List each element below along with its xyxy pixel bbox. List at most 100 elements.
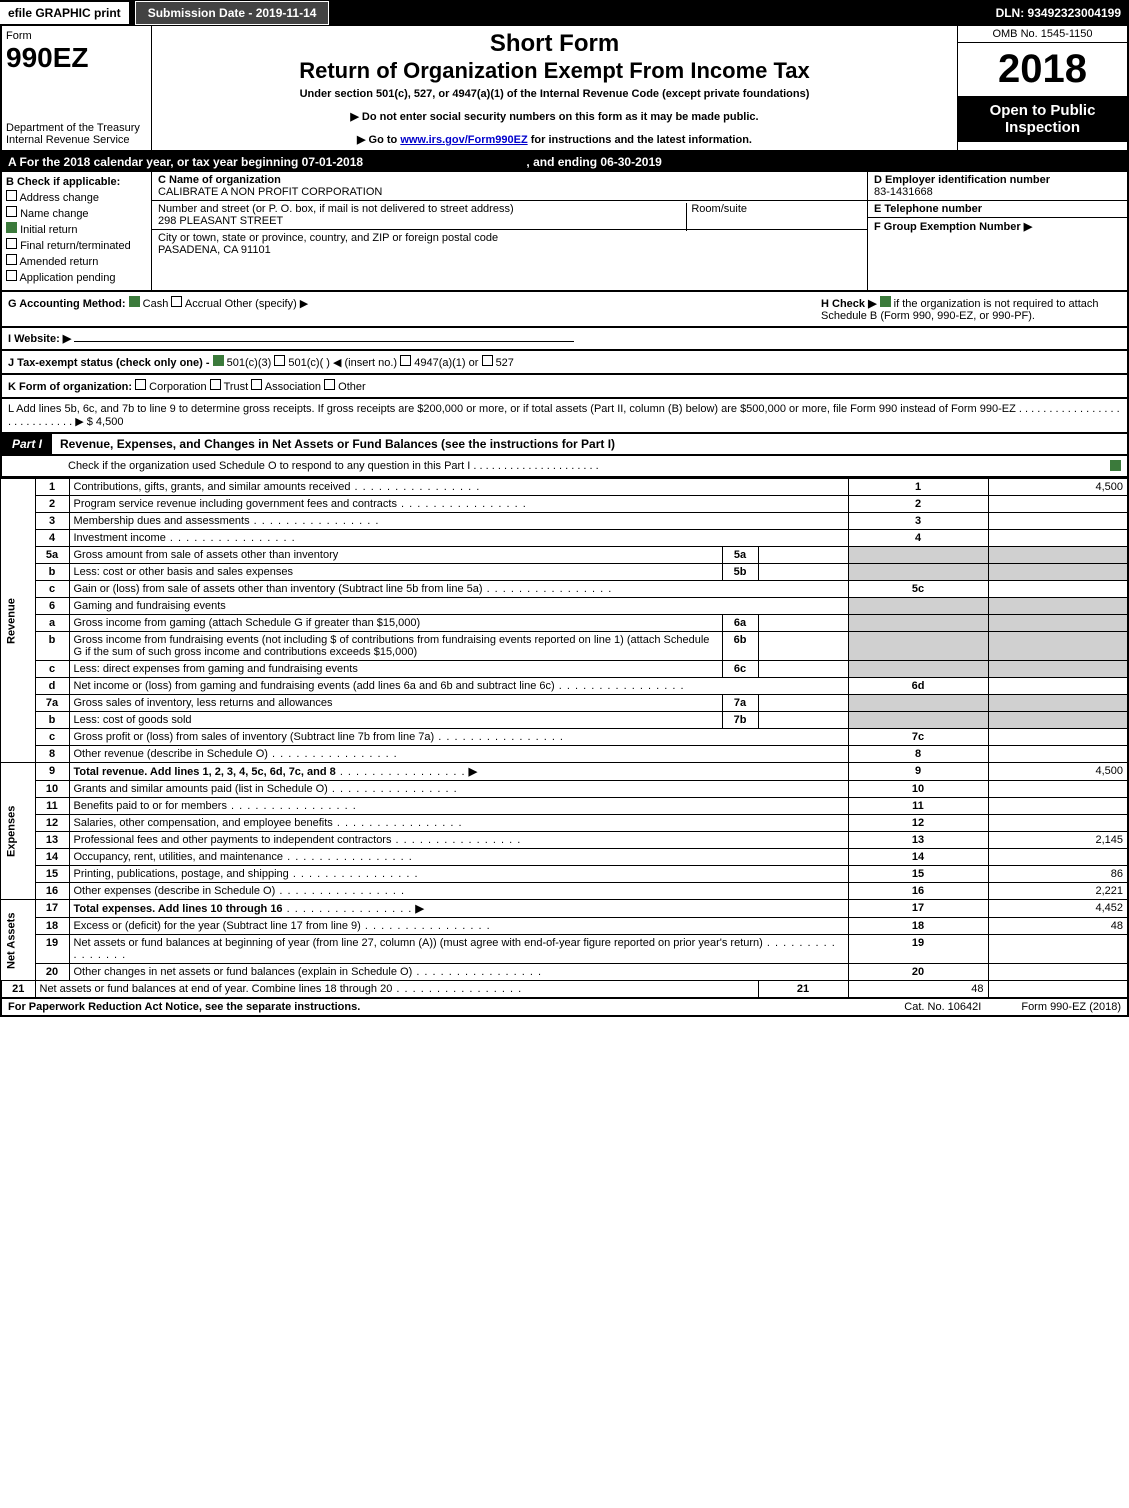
mini-label: 6b <box>722 632 758 661</box>
checkbox-b-4[interactable] <box>6 254 17 265</box>
line-number: 11 <box>35 798 69 815</box>
note2-pre: ▶ Go to <box>357 134 400 146</box>
line-desc: Gross amount from sale of assets other t… <box>69 547 722 564</box>
mini-label: 5b <box>722 564 758 581</box>
part1-header: Part I Revenue, Expenses, and Changes in… <box>0 434 1129 456</box>
line-desc: Less: cost of goods sold <box>69 712 722 729</box>
note-ssn: ▶ Do not enter social security numbers o… <box>160 110 949 123</box>
table-row: bLess: cost of goods sold7b <box>1 712 1128 729</box>
part1-tag: Part I <box>2 434 52 454</box>
amount-grey <box>988 632 1128 661</box>
table-row: 14Occupancy, rent, utilities, and mainte… <box>1 849 1128 866</box>
box-b-label: Final return/terminated <box>20 240 131 252</box>
dept2: Internal Revenue Service <box>6 134 130 146</box>
amount: 2,145 <box>988 832 1128 849</box>
line-desc: Excess or (deficit) for the year (Subtra… <box>69 918 848 935</box>
line-number: 19 <box>35 935 69 964</box>
checkbox-b-2[interactable] <box>6 222 17 233</box>
checkbox-501c3[interactable] <box>213 355 224 366</box>
line-l: L Add lines 5b, 6c, and 7b to line 9 to … <box>0 399 1129 434</box>
line-number: b <box>35 712 69 729</box>
mini-value <box>758 712 848 729</box>
mini-label: 5a <box>722 547 758 564</box>
tax-year: 2018 <box>958 43 1127 96</box>
checkbox-k-2[interactable] <box>251 379 262 390</box>
form-label: Form <box>6 30 147 42</box>
line-ref: 21 <box>758 981 848 999</box>
checkbox-b-3[interactable] <box>6 238 17 249</box>
open-inspection: Open to Public Inspection <box>958 96 1127 142</box>
line-number: 15 <box>35 866 69 883</box>
line-number: 13 <box>35 832 69 849</box>
city-label: City or town, state or province, country… <box>158 232 498 244</box>
checkbox-4947[interactable] <box>400 355 411 366</box>
header-right: OMB No. 1545-1150 2018 Open to Public In… <box>957 26 1127 150</box>
table-row: 3Membership dues and assessments3 <box>1 513 1128 530</box>
amount <box>988 781 1128 798</box>
amount: 4,500 <box>988 479 1128 496</box>
checkbox-scho[interactable] <box>1110 460 1121 471</box>
line-number: a <box>35 615 69 632</box>
table-row: dNet income or (loss) from gaming and fu… <box>1 678 1128 695</box>
line-k: K Form of organization: Corporation Trus… <box>0 375 1129 399</box>
line-number: 9 <box>35 763 69 781</box>
checkbox-b-1[interactable] <box>6 206 17 217</box>
checkbox-501c[interactable] <box>274 355 285 366</box>
checkbox-b-5[interactable] <box>6 270 17 281</box>
checkbox-b-0[interactable] <box>6 190 17 201</box>
f-label: F Group Exemption Number ▶ <box>874 221 1032 233</box>
checkbox-k-1[interactable] <box>210 379 221 390</box>
checkbox-h[interactable] <box>880 296 891 307</box>
note2-post: for instructions and the latest informat… <box>528 134 752 146</box>
website-field <box>74 341 574 342</box>
checkbox-k-0[interactable] <box>135 379 146 390</box>
line-number: 14 <box>35 849 69 866</box>
line-number: 1 <box>35 479 69 496</box>
table-row: 13Professional fees and other payments t… <box>1 832 1128 849</box>
top-bar: efile GRAPHIC print Submission Date - 20… <box>0 0 1129 26</box>
table-row: 11Benefits paid to or for members11 <box>1 798 1128 815</box>
line-desc: Program service revenue including govern… <box>69 496 848 513</box>
line-number: b <box>35 564 69 581</box>
amount <box>988 746 1128 763</box>
line-number: 17 <box>35 900 69 918</box>
line-number: 21 <box>1 981 35 999</box>
checkbox-cash[interactable] <box>129 296 140 307</box>
checkbox-k-3[interactable] <box>324 379 335 390</box>
mini-value <box>758 615 848 632</box>
part1-table: Revenue1Contributions, gifts, grants, an… <box>0 478 1129 999</box>
note-instructions: ▶ Go to www.irs.gov/Form990EZ for instru… <box>160 133 949 146</box>
checkbox-527[interactable] <box>482 355 493 366</box>
mini-label: 7a <box>722 695 758 712</box>
k-opt: Trust <box>224 381 249 393</box>
line-desc: Salaries, other compensation, and employ… <box>69 815 848 832</box>
table-row: bGross income from fundraising events (n… <box>1 632 1128 661</box>
checkbox-accrual[interactable] <box>171 296 182 307</box>
header-mid: Short Form Return of Organization Exempt… <box>152 26 957 150</box>
efile-label: efile GRAPHIC print <box>0 2 129 24</box>
amount-grey <box>988 712 1128 729</box>
table-row: 6Gaming and fundraising events <box>1 598 1128 615</box>
box-b-heading: B Check if applicable: <box>6 176 147 188</box>
j-4947: 4947(a)(1) or <box>414 357 478 369</box>
irs-link[interactable]: www.irs.gov/Form990EZ <box>400 134 527 146</box>
omb-number: OMB No. 1545-1150 <box>958 26 1127 43</box>
line-ref-grey <box>848 564 988 581</box>
line-ref: 10 <box>848 781 988 798</box>
mini-value <box>758 632 848 661</box>
rot-revenue: Revenue <box>1 479 35 763</box>
line-desc: Gaming and fundraising events <box>69 598 848 615</box>
line-desc: Benefits paid to or for members <box>69 798 848 815</box>
part1-check-text: Check if the organization used Schedule … <box>8 460 1110 472</box>
table-row: 10Grants and similar amounts paid (list … <box>1 781 1128 798</box>
amount <box>988 729 1128 746</box>
amount-grey <box>988 547 1128 564</box>
amount <box>988 849 1128 866</box>
line-ref-grey <box>848 547 988 564</box>
mini-value <box>758 564 848 581</box>
line-ref-grey <box>848 598 988 615</box>
line-ref: 20 <box>848 964 988 981</box>
footer: For Paperwork Reduction Act Notice, see … <box>0 999 1129 1017</box>
table-row: cGain or (loss) from sale of assets othe… <box>1 581 1128 598</box>
table-row: 8Other revenue (describe in Schedule O)8 <box>1 746 1128 763</box>
